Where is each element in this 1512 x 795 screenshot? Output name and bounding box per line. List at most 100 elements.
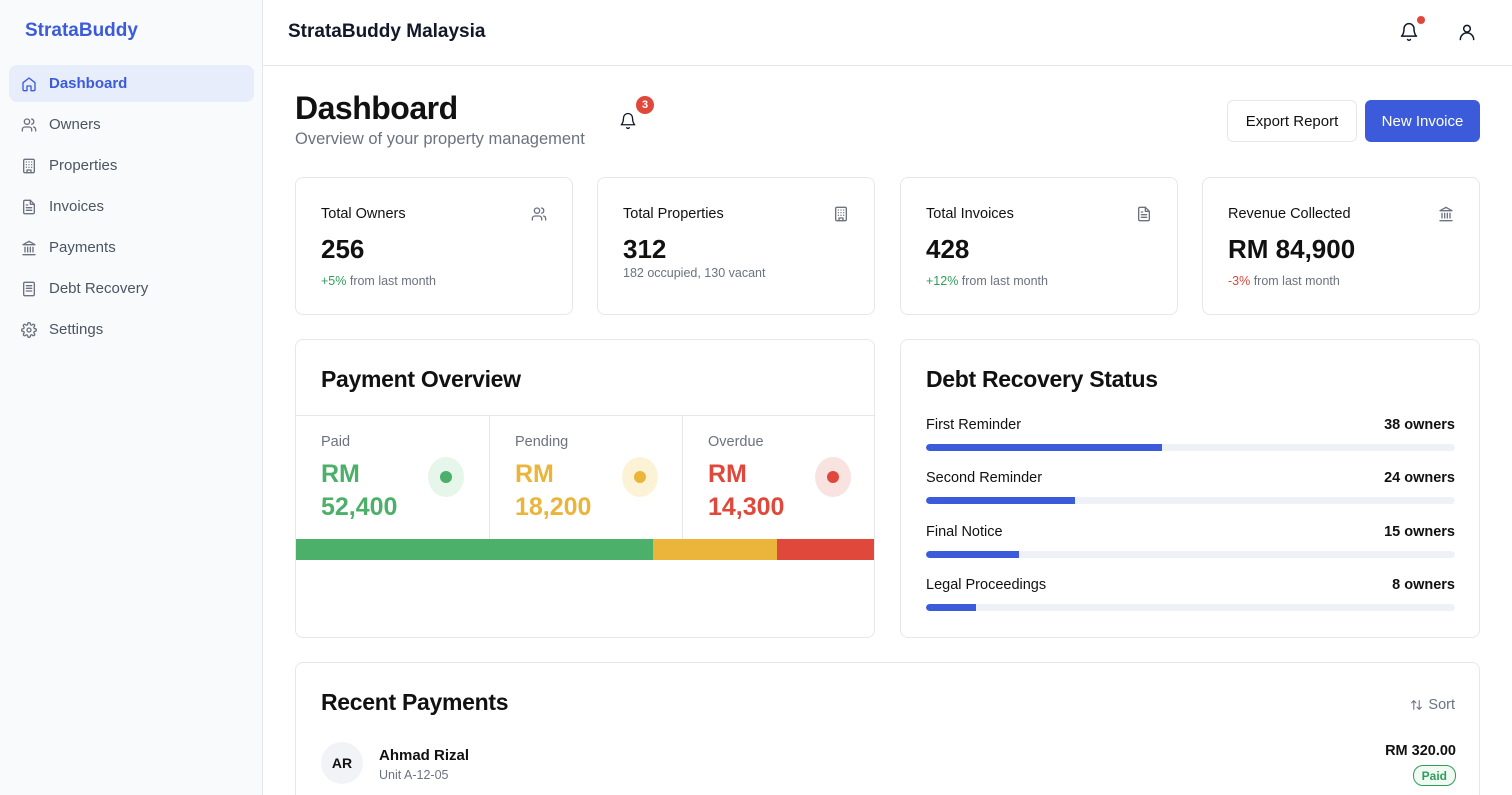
gear-icon — [21, 322, 37, 338]
debt-stage-name: Legal Proceedings — [926, 577, 1046, 593]
debt-progress-track — [926, 497, 1455, 504]
brand-logo[interactable]: StrataBuddy — [25, 20, 138, 42]
top-bar: StrataBuddy Malaysia — [263, 0, 1512, 66]
app-title: StrataBuddy Malaysia — [288, 21, 485, 43]
debt-stage-name: Second Reminder — [926, 470, 1042, 486]
debt-recovery-card: Debt Recovery Status First Reminder 38 o… — [900, 339, 1480, 638]
bell-icon[interactable] — [619, 112, 637, 130]
status-badge: Paid — [1413, 765, 1456, 786]
stat-change-percent: +5% — [321, 274, 346, 288]
payment-label: Paid — [321, 434, 350, 450]
bank-icon — [21, 240, 37, 256]
sidebar-item-debt-recovery[interactable]: Debt Recovery — [9, 270, 254, 307]
stat-card-total-invoices: Total Invoices 428 +12% from last month — [900, 177, 1178, 315]
debt-progress-track — [926, 604, 1455, 611]
debt-progress-fill — [926, 497, 1075, 504]
stat-change-text: from last month — [1250, 274, 1340, 288]
payment-amount: RM 52,400 — [321, 458, 421, 524]
card-title: Payment Overview — [321, 366, 521, 393]
sidebar-item-label: Debt Recovery — [49, 280, 148, 297]
stat-change-text: from last month — [958, 274, 1048, 288]
payer-unit: Unit A-12-05 — [379, 768, 448, 782]
debt-stage-count: 15 owners — [1384, 524, 1455, 540]
sidebar-item-payments[interactable]: Payments — [9, 229, 254, 266]
stat-value: 428 — [926, 234, 969, 265]
stat-value: RM 84,900 — [1228, 234, 1355, 265]
sort-label: Sort — [1428, 697, 1455, 713]
sidebar-item-properties[interactable]: Properties — [9, 147, 254, 184]
new-invoice-button[interactable]: New Invoice — [1365, 100, 1480, 142]
status-dot-icon — [815, 457, 851, 497]
sidebar-item-label: Dashboard — [49, 75, 127, 92]
stat-change-percent: -3% — [1228, 274, 1250, 288]
stat-card-total-owners: Total Owners 256 +5% from last month — [295, 177, 573, 315]
debt-progress-track — [926, 444, 1455, 451]
users-icon — [21, 117, 37, 133]
debt-progress-track — [926, 551, 1455, 558]
status-dot-icon — [428, 457, 464, 497]
card-title: Recent Payments — [321, 689, 508, 716]
debt-stage-count: 38 owners — [1384, 417, 1455, 433]
page-subtitle: Overview of your property management — [295, 130, 585, 149]
notification-count-badge: 3 — [636, 96, 654, 114]
stat-label: Total Properties — [623, 206, 724, 222]
sidebar-item-settings[interactable]: Settings — [9, 311, 254, 348]
bell-icon[interactable] — [1399, 22, 1419, 42]
stat-change-text: from last month — [346, 274, 436, 288]
payment-amount: RM 320.00 — [1385, 743, 1456, 759]
bank-icon — [1438, 206, 1454, 222]
users-icon — [531, 206, 547, 222]
stat-label: Total Owners — [321, 206, 406, 222]
debt-stage-name: Final Notice — [926, 524, 1003, 540]
stat-change: +12% from last month — [926, 274, 1048, 288]
payment-paid: Paid RM 52,400 — [296, 416, 489, 539]
debt-progress-fill — [926, 551, 1019, 558]
payment-overdue: Overdue RM 14,300 — [682, 416, 875, 539]
building-icon — [833, 206, 849, 222]
recent-payments-card: Recent Payments Sort AR Ahmad Rizal Unit… — [295, 662, 1480, 795]
stat-label: Total Invoices — [926, 206, 1014, 222]
sidebar-nav: Dashboard Owners Properties Invoices Pay… — [9, 65, 254, 352]
payment-distribution-bar — [296, 539, 874, 560]
file-icon — [21, 199, 37, 215]
debt-progress-fill — [926, 444, 1162, 451]
sidebar-item-label: Settings — [49, 321, 103, 338]
payment-bar-paid — [296, 539, 653, 560]
debt-stage-name: First Reminder — [926, 417, 1021, 433]
payment-row[interactable]: AR Ahmad Rizal Unit A-12-05 RM 320.00 Pa… — [321, 741, 1456, 787]
sidebar-item-invoices[interactable]: Invoices — [9, 188, 254, 225]
payment-amount: RM 14,300 — [708, 458, 808, 524]
sort-button[interactable]: Sort — [1410, 697, 1455, 713]
sidebar: StrataBuddy Dashboard Owners Properties … — [0, 0, 263, 795]
page-title: Dashboard — [295, 90, 458, 127]
stat-change-percent: +12% — [926, 274, 958, 288]
sidebar-item-label: Payments — [49, 239, 116, 256]
stat-change: +5% from last month — [321, 274, 436, 288]
sidebar-item-dashboard[interactable]: Dashboard — [9, 65, 254, 102]
payment-bar-overdue — [777, 539, 874, 560]
user-icon[interactable] — [1457, 22, 1477, 42]
sort-icon — [1410, 698, 1423, 712]
payer-name: Ahmad Rizal — [379, 747, 469, 764]
payment-amount: RM 18,200 — [515, 458, 615, 524]
sidebar-item-label: Owners — [49, 116, 101, 133]
home-icon — [21, 76, 37, 92]
export-report-button[interactable]: Export Report — [1227, 100, 1357, 142]
payment-bar-pending — [653, 539, 777, 560]
sidebar-item-owners[interactable]: Owners — [9, 106, 254, 143]
card-title: Debt Recovery Status — [926, 366, 1158, 393]
debt-stage-count: 8 owners — [1392, 577, 1455, 593]
stat-card-revenue-collected: Revenue Collected RM 84,900 -3% from las… — [1202, 177, 1480, 315]
status-dot-icon — [622, 457, 658, 497]
notification-dot — [1417, 16, 1425, 24]
building-icon — [21, 158, 37, 174]
payment-label: Overdue — [708, 434, 764, 450]
stat-card-total-properties: Total Properties 312 182 occupied, 130 v… — [597, 177, 875, 315]
document-list-icon — [21, 281, 37, 297]
sidebar-item-label: Invoices — [49, 198, 104, 215]
stat-note: 182 occupied, 130 vacant — [623, 266, 765, 280]
avatar: AR — [321, 742, 363, 784]
stat-change: -3% from last month — [1228, 274, 1340, 288]
payment-overview-card: Payment Overview Paid RM 52,400 Pending … — [295, 339, 875, 638]
sidebar-item-label: Properties — [49, 157, 117, 174]
